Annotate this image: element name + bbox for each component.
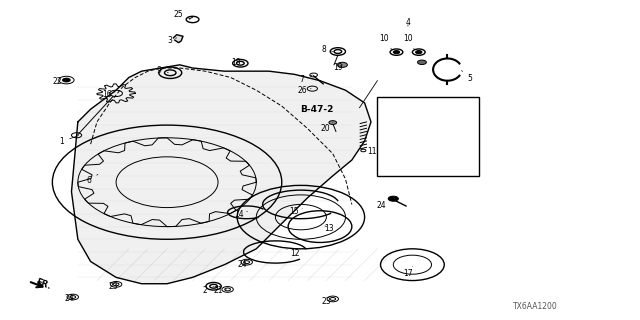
Circle shape bbox=[415, 51, 422, 54]
Text: 16: 16 bbox=[102, 90, 115, 99]
Text: 14: 14 bbox=[234, 210, 247, 219]
Text: 23: 23 bbox=[321, 297, 331, 306]
Text: 15: 15 bbox=[290, 207, 302, 216]
Text: 23: 23 bbox=[109, 282, 118, 292]
Text: 12: 12 bbox=[287, 249, 300, 258]
Circle shape bbox=[417, 60, 426, 65]
Text: 5: 5 bbox=[461, 70, 472, 83]
Text: 3: 3 bbox=[168, 36, 177, 44]
Polygon shape bbox=[173, 35, 183, 43]
Text: 10: 10 bbox=[379, 34, 392, 49]
Text: 20: 20 bbox=[320, 123, 333, 133]
Text: 21: 21 bbox=[213, 286, 227, 295]
Text: 2: 2 bbox=[203, 285, 214, 295]
Polygon shape bbox=[72, 65, 371, 284]
Text: 24: 24 bbox=[64, 294, 74, 303]
Text: 11: 11 bbox=[365, 144, 377, 156]
Text: TX6AA1200: TX6AA1200 bbox=[513, 302, 557, 311]
Circle shape bbox=[329, 121, 337, 124]
Text: 9: 9 bbox=[157, 66, 168, 75]
Text: 10: 10 bbox=[403, 34, 414, 49]
Circle shape bbox=[394, 51, 399, 54]
Circle shape bbox=[388, 196, 398, 201]
Text: 6: 6 bbox=[87, 174, 98, 185]
Text: 1: 1 bbox=[60, 136, 79, 146]
Text: 4: 4 bbox=[406, 18, 410, 27]
Text: FR.: FR. bbox=[35, 277, 52, 291]
Text: 25: 25 bbox=[173, 10, 190, 19]
Text: 13: 13 bbox=[324, 224, 333, 233]
Text: 8: 8 bbox=[321, 45, 333, 54]
Text: 7: 7 bbox=[300, 75, 312, 84]
Circle shape bbox=[63, 78, 70, 82]
Text: 24: 24 bbox=[376, 200, 392, 210]
Text: 24: 24 bbox=[237, 260, 247, 268]
Text: 26: 26 bbox=[298, 86, 311, 95]
Text: 18: 18 bbox=[231, 58, 241, 67]
Text: 19: 19 bbox=[333, 63, 342, 72]
Text: B-47-2: B-47-2 bbox=[300, 105, 333, 114]
Bar bbox=[378, 97, 479, 176]
Text: 22: 22 bbox=[52, 77, 65, 86]
Circle shape bbox=[337, 62, 348, 68]
Text: 17: 17 bbox=[403, 266, 413, 278]
